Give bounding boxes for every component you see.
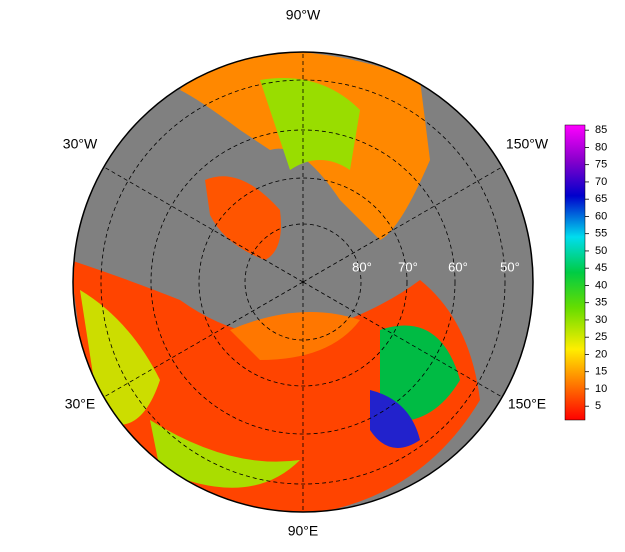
colorbar-tick-label: 75 [595,159,607,171]
colorbar-tick-label: 55 [595,228,607,240]
colorbar-tick-label: 5 [595,400,601,412]
colorbar-tick-label: 60 [595,210,607,222]
colorbar-tick-label: 25 [595,331,607,343]
lat-label: 50° [500,259,520,274]
lon-label: 30°W [63,136,98,152]
colorbar-tick-label: 80 [595,141,607,153]
colorbar-tick-label: 20 [595,348,607,360]
lat-label: 60° [448,259,468,274]
colorbar-tick-label: 70 [595,176,607,188]
lon-label: 30°E [65,396,96,412]
colorbar-tick-label: 85 [595,124,607,136]
land-patch [370,390,420,448]
map-border [72,51,534,513]
colorbar-tick-label: 30 [595,314,607,326]
land-patch [260,78,360,170]
lon-label: 150°W [506,136,549,152]
lat-label: 80° [352,259,372,274]
colorbar-tick-label: 35 [595,297,607,309]
colorbar-tick-label: 50 [595,245,607,257]
colorbar-tick-label: 40 [595,279,607,291]
colorbar [564,124,586,421]
colorbar-tick-label: 15 [595,366,607,378]
lon-label: 150°E [508,396,546,412]
land-siberia [380,325,460,422]
land-patch [150,420,300,488]
colorbar-tick-label: 10 [595,383,607,395]
lat-label: 70° [398,259,418,274]
lon-label: 90°E [288,523,319,539]
map-disk [73,52,533,512]
colorbar-tick-label: 45 [595,262,607,274]
graticule [100,52,506,512]
land-greenland [205,176,281,260]
colorbar-tick-label: 65 [595,193,607,205]
lon-label: 90°W [286,7,321,23]
